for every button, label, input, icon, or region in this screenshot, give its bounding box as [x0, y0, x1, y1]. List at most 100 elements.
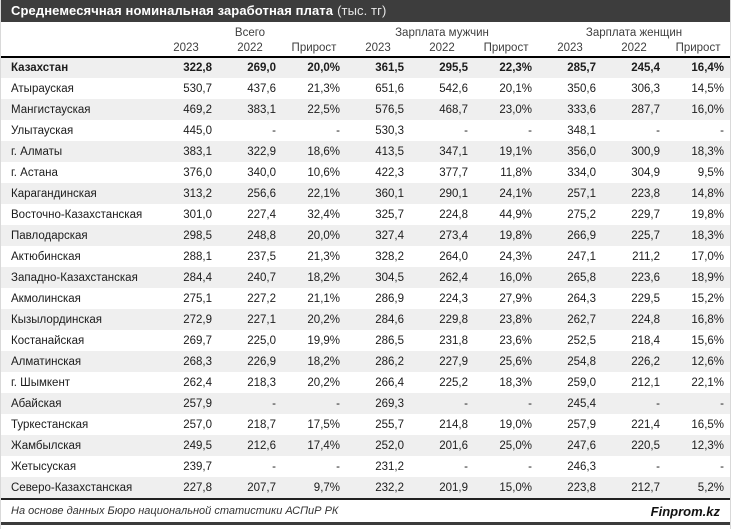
- value-cell: 12,6%: [691, 355, 725, 368]
- value-cell: 227,8: [183, 481, 212, 494]
- value-cell: 413,5: [375, 145, 405, 158]
- table-row: Костанайская 269,7 225,0 19,9% 286,5 231,8 23,…: [1, 330, 730, 351]
- value-cell: 445,0: [183, 124, 212, 137]
- value-cell: 225,2: [439, 376, 469, 389]
- value-cell: 469,2: [183, 103, 212, 116]
- value-cell: 266,4: [375, 376, 405, 389]
- value-cell: 542,6: [439, 82, 469, 95]
- value-cell: 212,6: [247, 439, 276, 452]
- value-cell: 377,7: [439, 166, 469, 179]
- region-cell: Алматинская: [11, 355, 82, 368]
- value-cell: 256,6: [247, 187, 276, 200]
- value-cell: 229,8: [439, 313, 469, 326]
- value-cell: 262,4: [183, 376, 212, 389]
- value-cell: 350,6: [567, 82, 597, 95]
- value-cell: 20,0%: [307, 229, 341, 242]
- region-cell: Казахстан: [11, 62, 69, 74]
- value-cell: 257,9: [567, 418, 597, 431]
- region-cell: Абайская: [11, 397, 62, 410]
- value-cell: 201,9: [439, 481, 469, 494]
- value-cell: 327,4: [375, 229, 405, 242]
- value-cell: 437,6: [247, 82, 276, 95]
- value-cell: 227,4: [247, 208, 276, 221]
- value-cell: 383,1: [183, 145, 212, 158]
- sub-column-label: 2023: [365, 42, 391, 54]
- value-cell: 19,1%: [499, 145, 533, 158]
- value-cell: 254,8: [567, 355, 597, 368]
- region-cell: Улытауская: [11, 124, 74, 137]
- value-cell: 218,4: [631, 334, 661, 347]
- value-cell: 24,1%: [499, 187, 533, 200]
- value-cell: 288,1: [183, 250, 212, 263]
- value-cell: -: [720, 460, 725, 473]
- value-cell: 285,7: [567, 62, 597, 74]
- table-row: Павлодарская 298,5 248,8 20,0% 327,4 273,4 19,…: [1, 225, 730, 246]
- value-cell: 17,4%: [307, 439, 341, 452]
- value-cell: 651,6: [375, 82, 405, 95]
- value-cell: 201,6: [439, 439, 469, 452]
- region-cell: Северо-Казахстанская: [11, 481, 133, 494]
- value-cell: 19,8%: [499, 229, 533, 242]
- value-cell: 18,2%: [307, 355, 341, 368]
- brand-label: Finprom.kz: [650, 503, 720, 519]
- value-cell: 269,7: [183, 334, 212, 347]
- value-cell: 422,3: [375, 166, 405, 179]
- value-cell: -: [720, 124, 725, 137]
- value-cell: 16,4%: [691, 62, 725, 74]
- value-cell: 264,0: [439, 250, 469, 263]
- value-cell: 328,2: [375, 250, 405, 263]
- value-cell: 223,8: [567, 481, 597, 494]
- value-cell: 223,6: [631, 271, 661, 284]
- column-group-label: Всего: [234, 27, 266, 39]
- value-cell: 207,7: [247, 481, 276, 494]
- value-cell: 21,3%: [307, 82, 341, 95]
- value-cell: 225,7: [631, 229, 661, 242]
- value-cell: -: [272, 460, 276, 473]
- value-cell: 245,4: [567, 397, 597, 410]
- value-cell: 247,1: [567, 250, 597, 263]
- value-cell: -: [720, 397, 725, 410]
- region-cell: г. Шымкент: [11, 376, 71, 389]
- value-cell: 212,7: [631, 481, 661, 494]
- table-row: г. Астана 376,0 340,0 10,6% 422,3 377,7 11,8% 3…: [1, 162, 730, 183]
- value-cell: 5,2%: [697, 481, 725, 494]
- value-cell: 14,5%: [691, 82, 725, 95]
- value-cell: -: [656, 397, 661, 410]
- value-cell: 576,5: [375, 103, 405, 116]
- value-cell: 239,7: [183, 460, 212, 473]
- value-cell: 17,0%: [691, 250, 725, 263]
- value-cell: 300,9: [631, 145, 661, 158]
- value-cell: 22,1%: [307, 187, 341, 200]
- value-cell: 227,2: [247, 292, 276, 305]
- value-cell: 530,7: [183, 82, 212, 95]
- value-cell: 20,0%: [307, 62, 341, 74]
- value-cell: 298,5: [183, 229, 212, 242]
- value-cell: 24,3%: [499, 250, 533, 263]
- value-cell: 18,3%: [691, 229, 725, 242]
- value-cell: 20,1%: [499, 82, 533, 95]
- value-cell: 211,2: [632, 250, 661, 263]
- value-cell: 286,5: [375, 334, 405, 347]
- value-cell: 275,1: [183, 292, 212, 305]
- value-cell: -: [464, 397, 469, 410]
- value-cell: 23,6%: [499, 334, 533, 347]
- value-cell: 272,9: [183, 313, 212, 326]
- value-cell: 252,0: [375, 439, 405, 452]
- value-cell: 245,4: [631, 62, 661, 74]
- value-cell: 15,6%: [691, 334, 725, 347]
- value-cell: 20,2%: [307, 376, 341, 389]
- value-cell: 259,0: [567, 376, 597, 389]
- value-cell: 295,5: [439, 62, 469, 74]
- value-cell: 11,8%: [500, 166, 533, 179]
- value-cell: 348,1: [567, 124, 597, 137]
- region-cell: Костанайская: [11, 334, 85, 347]
- value-cell: 224,3: [439, 292, 469, 305]
- value-cell: 333,6: [567, 103, 597, 116]
- value-cell: 356,0: [567, 145, 597, 158]
- value-cell: 18,6%: [307, 145, 341, 158]
- value-cell: 304,5: [375, 271, 405, 284]
- value-cell: 223,8: [631, 187, 661, 200]
- value-cell: 232,2: [375, 481, 405, 494]
- value-cell: 27,9%: [499, 292, 533, 305]
- value-cell: 18,2%: [307, 271, 341, 284]
